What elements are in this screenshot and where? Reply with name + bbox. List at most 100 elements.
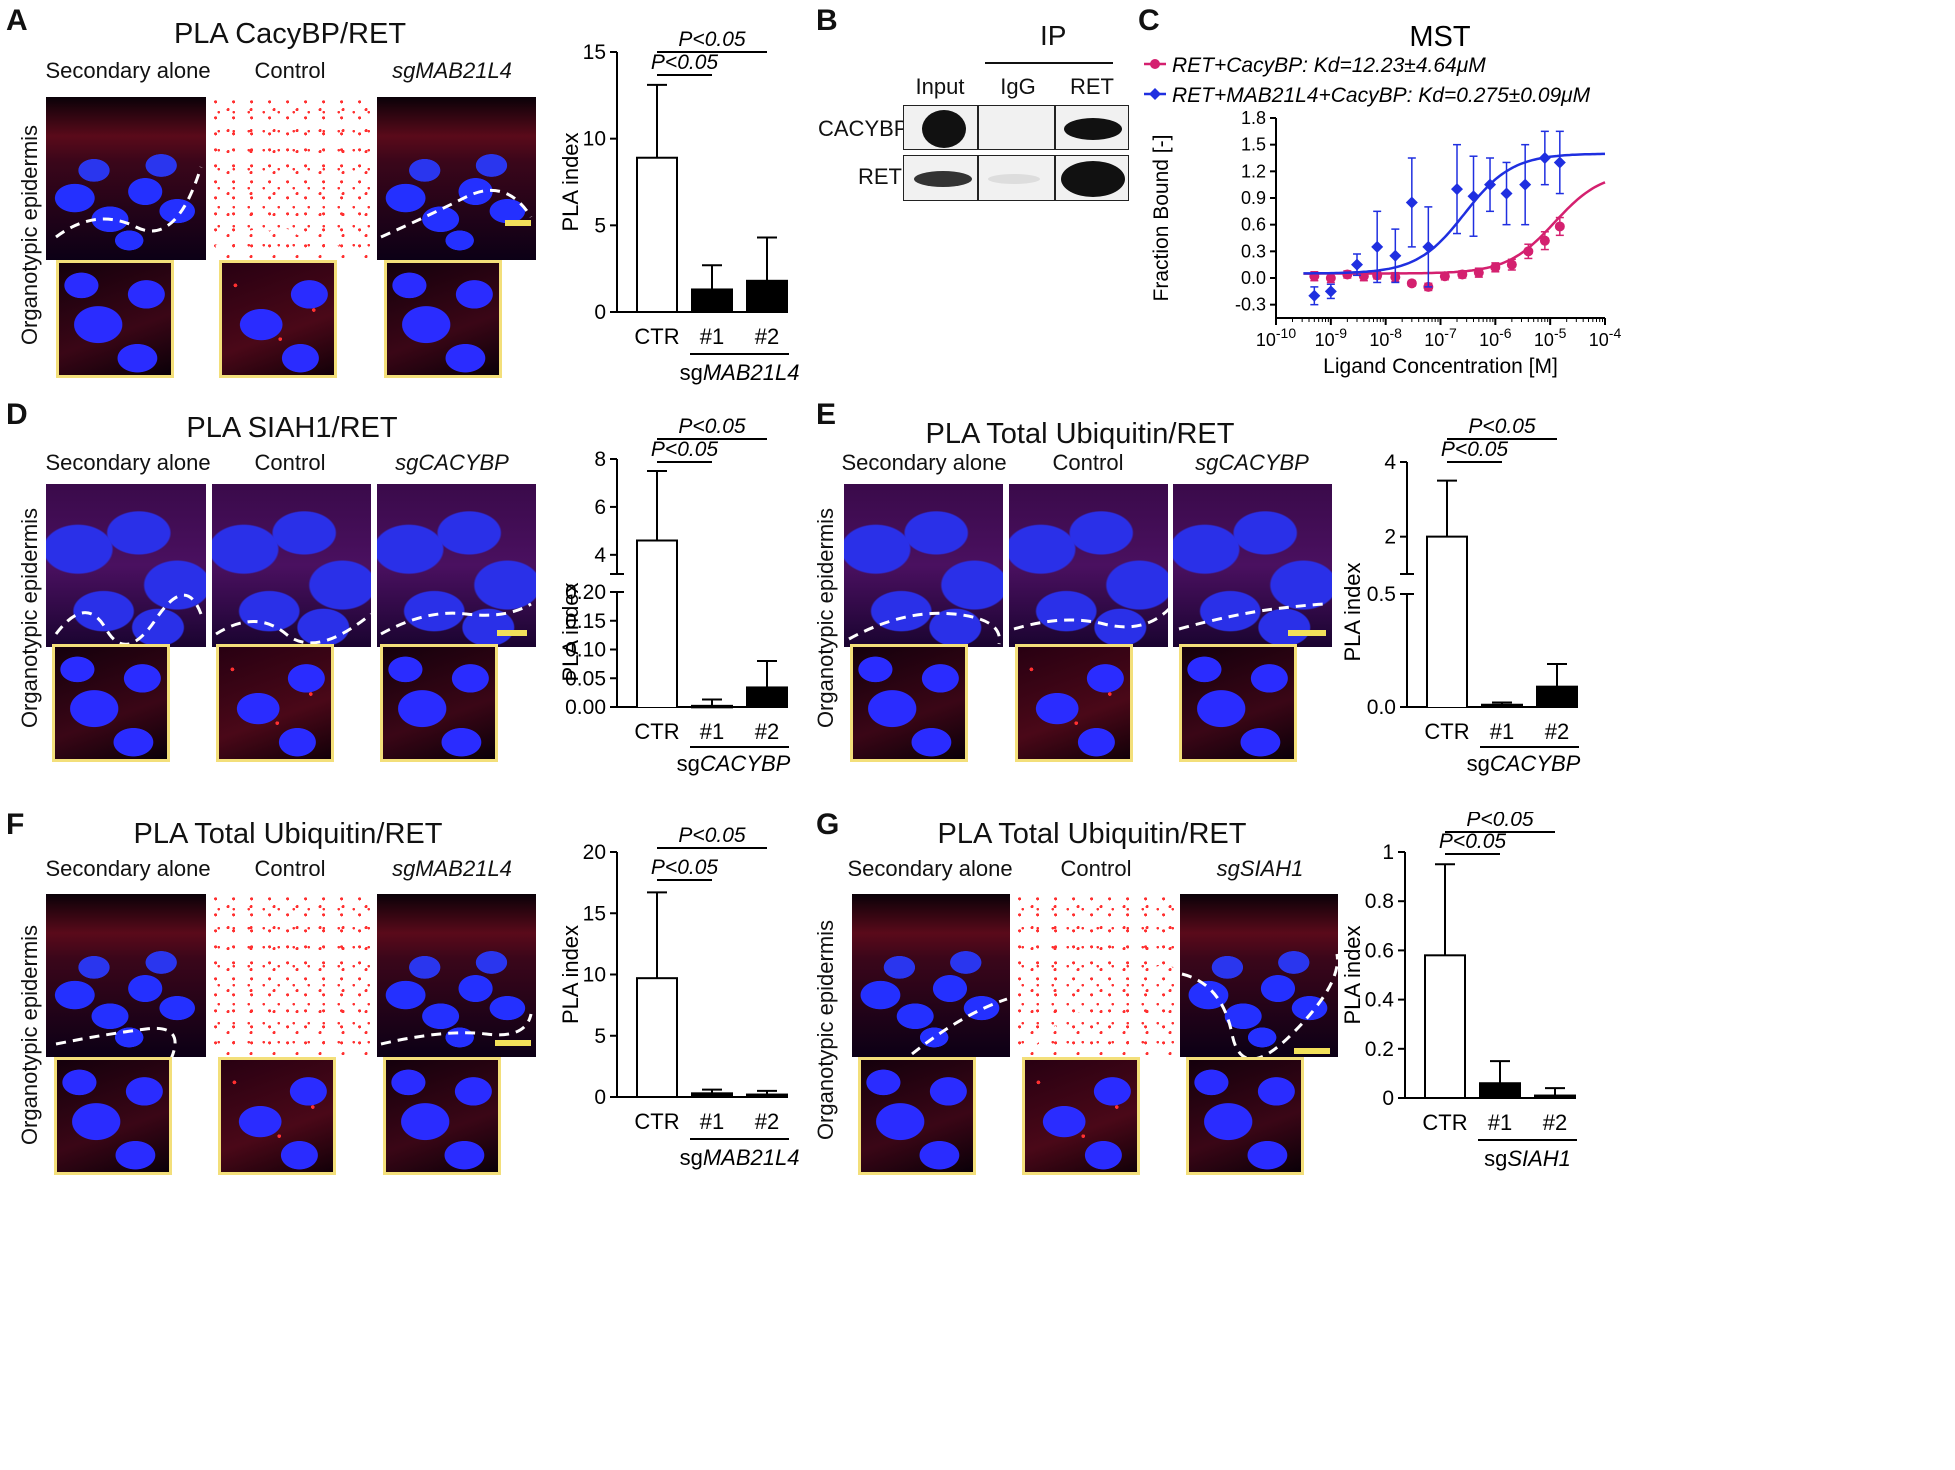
panel-a-col-2: Control [254,58,326,83]
panel-f-col-2: Control [254,856,326,881]
panel-f-inset-knockout [383,1057,501,1175]
panel-g-col-3: sgSIAH1 [1216,856,1304,881]
significance-label: P<0.05 [1466,812,1533,831]
x-tick-label: 10-10 [1256,325,1296,350]
panel-e-col-3: sgCACYBP [1195,450,1309,475]
x-tick-label: 10-6 [1479,325,1512,350]
y-tick-label: 0.15 [565,610,606,633]
x-tick-label: #2 [755,324,779,349]
x-tick-label: 10-4 [1589,325,1622,350]
panel-f-bar-chart: 0 5 10 15 20 PLA index CTR #1 #2 sgMAB21L4 P<0.05 P… [560,824,799,1170]
y-tick-label: 0.10 [565,639,606,662]
x-tick-label: 10-9 [1315,325,1348,350]
y-tick-label: 1.2 [1241,161,1266,181]
y-tick-label: 20 [583,841,606,864]
data-point [1406,278,1417,289]
y-tick-label: 0.20 [565,581,606,604]
panel-letter-c: C [1138,4,1160,37]
panel-d-inset-knockout [380,644,498,762]
legend-label: RET+MAB21L4+CacyBP: Kd=0.275±0.09μM [1172,84,1591,107]
y-axis-label: PLA index [560,582,583,681]
panel-d-col-1: Secondary alone [45,450,211,475]
bar [1481,703,1523,708]
fit-curve [1303,152,1605,275]
x-tick-label: 10-8 [1369,325,1402,350]
panel-e-image-knockout [1173,484,1332,647]
panel-a-bar-chart: 0 5 10 15 PLA index CTR #1 #2 sgMAB21L4 P<0.05P<0… [560,28,799,385]
y-tick-label: 0.05 [565,667,606,690]
panel-d-title: PLA SIAH1/RET [186,412,398,444]
group-label: sgCACYBP [1467,751,1581,776]
panel-a-title: PLA CacyBP/RET [173,18,407,50]
significance-label: P<0.05 [1468,415,1535,438]
panel-a-dashed-boundaries [55,166,533,249]
legend-marker [1149,88,1161,100]
panel-e-image-secondary [844,484,1003,647]
panel-f-col-1: Secondary alone [45,856,211,881]
panel-g-col-2: Control [1060,856,1132,881]
panel-e-inset-secondary [850,644,968,762]
ip-label: IP [1040,20,1067,51]
panel-f-dashed-boundaries [55,1013,533,1057]
x-tick-label: CTR [634,1109,679,1134]
lane-ret: RET [1070,74,1114,99]
x-tick-label: #2 [1543,1110,1567,1135]
y-axis-label: PLA index [560,925,583,1024]
panel-e-inset-knockout [1179,644,1297,762]
data-point [1457,269,1468,280]
panel-letter-a: A [6,4,28,37]
panel-d-col-2: Control [254,450,326,475]
x-tick-label: #1 [700,719,724,744]
x-tick-label: #1 [1488,1110,1512,1135]
y-tick-label: 0.2 [1365,1038,1394,1061]
data-point [1325,273,1336,283]
y-axis-label: PLA index [1340,562,1365,661]
panel-g-scale-bar [1294,1048,1330,1054]
x-tick-label: 10-5 [1534,325,1567,350]
data-point [1519,178,1532,191]
y-axis-label: PLA index [1340,925,1365,1024]
y-tick-label: 0.6 [1365,939,1394,962]
panel-letter-e: E [816,398,837,431]
data-point [1422,240,1435,253]
y-tick-label: 1.8 [1241,108,1266,128]
y-tick-label: -0.3 [1235,295,1266,315]
y-tick-label: 4 [594,544,606,567]
panel-e-inset-control [1015,644,1133,762]
y-tick-label: 5 [594,214,606,237]
panel-a-row-label: Organotypic epidermis [17,124,42,346]
y-tick-label: 1.5 [1241,135,1266,155]
panel-g-title: PLA Total Ubiquitin/RET [937,818,1247,850]
panel-f-image-secondary [46,894,206,1057]
lane-igg: IgG [1000,74,1036,99]
panel-f-row-label: Organotypic epidermis [17,924,42,1146]
panel-a-image-control [212,97,371,260]
panel-a-image-secondary [46,97,206,260]
panel-g-inset-control [1022,1057,1140,1175]
panel-d-dashed-boundaries [54,593,532,646]
panel-a-inset-control [219,260,337,378]
x-tick-label: #2 [755,719,779,744]
data-point [1324,285,1337,298]
group-label: sgSIAH1 [1484,1146,1571,1171]
panel-letter-f: F [6,808,25,841]
panel-f-image-knockout [377,894,536,1057]
y-tick-label: 0 [594,301,606,324]
data-point [1308,289,1321,302]
data-point [1484,178,1497,191]
y-tick-label: 8 [594,448,606,471]
x-tick-label: CTR [1424,719,1469,744]
panel-g-image-knockout [1180,894,1338,1057]
x-tick-label: #1 [700,324,724,349]
y-tick-label: 0 [1382,1087,1394,1110]
panel-a-inset-secondary [56,260,174,378]
panel-g-image-control [1016,894,1174,1057]
x-tick-label: #1 [1490,719,1514,744]
bar [1534,1094,1576,1100]
panel-d-image-secondary [46,484,206,647]
lane-input: Input [915,74,965,99]
data-point [1439,271,1450,282]
data-point [1342,269,1353,280]
